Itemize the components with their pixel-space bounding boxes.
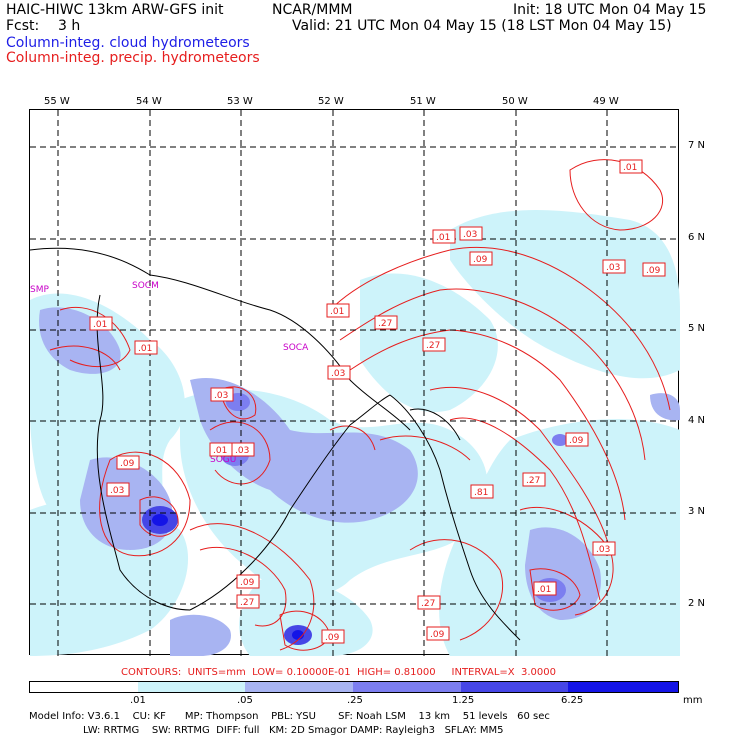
contour-label: .27 (426, 341, 440, 351)
lon-label: 51 W (410, 96, 436, 107)
contour-label-box (116, 455, 140, 470)
init-time: Init: 18 UTC Mon 04 May 15 (513, 2, 707, 18)
place-label: SMP (30, 285, 49, 295)
model-title: HAIC-HIWC 13km ARW-GFS init (6, 2, 224, 18)
lat-label: 4 N (688, 415, 706, 426)
lon-label: 53 W (227, 96, 253, 107)
contour-label: .09 (430, 630, 445, 640)
colorbar-tick: .25 (347, 695, 363, 706)
contour-label: .03 (214, 391, 228, 401)
colorbar-segment (137, 682, 246, 692)
valid-time: Valid: 21 UTC Mon 04 May 15 (18 LST Mon … (292, 18, 672, 34)
contour-label: .09 (325, 633, 340, 643)
contour-label-box (417, 595, 441, 610)
contour-label-box (321, 629, 345, 644)
colorbar (29, 681, 679, 693)
contour-label: .27 (421, 599, 435, 609)
map-panel: SMP SOCM SOCA SOGU .01 .01 .01 .01 .03 .01 .03… (29, 109, 680, 656)
contour-label-box (619, 159, 643, 174)
contour-label: .09 (120, 459, 135, 469)
place-label: SOGU (210, 455, 236, 465)
colorbar-segment (353, 682, 461, 692)
contour-label-box (327, 365, 351, 380)
org-label: NCAR/MMM (272, 2, 353, 18)
contour-label: .09 (240, 578, 255, 588)
contour-label-box (432, 229, 456, 244)
contour-label: .09 (473, 255, 488, 265)
contour-label: .01 (330, 307, 344, 317)
place-labels: SMP SOCM SOCA SOGU (30, 281, 309, 465)
contour-label: .01 (537, 585, 551, 595)
model-info-line2: LW: RRTMG SW: RRTMG DIFF: full KM: 2D Sm… (29, 725, 504, 736)
contour-label: .81 (474, 488, 488, 498)
contour-label-box (236, 574, 260, 589)
contour-label: .09 (646, 266, 661, 276)
colorbar-unit: mm (683, 695, 703, 706)
field-cloud-label: Column-integ. cloud hydrometeors (6, 35, 250, 51)
colorbar-tick: 1.25 (452, 695, 475, 706)
contour-label-box (106, 482, 130, 497)
fcst-label: Fcst: (6, 18, 40, 34)
contour-label: .27 (526, 476, 540, 486)
place-label: SOCA (283, 343, 309, 353)
contour-label-box (642, 262, 666, 277)
contour-label: .03 (110, 486, 124, 496)
colorbar-segment (460, 682, 569, 692)
contour-label: .27 (378, 319, 392, 329)
lon-label: 49 W (593, 96, 619, 107)
lat-label: 6 N (688, 232, 706, 243)
lon-label: 52 W (318, 96, 344, 107)
latlon-grid (30, 110, 680, 656)
field-precip-label: Column-integ. precip. hydrometeors (6, 50, 260, 66)
lon-label: 50 W (502, 96, 528, 107)
contour-label: .01 (436, 233, 450, 243)
contour-label-box (89, 316, 113, 331)
contour-label-box (210, 387, 234, 402)
lat-label: 3 N (688, 506, 706, 517)
contour-info: CONTOURS: UNITS=mm LOW= 0.10000E-01 HIGH… (121, 667, 556, 678)
contour-label: .03 (596, 545, 610, 555)
lon-label: 54 W (136, 96, 162, 107)
contour-label: .03 (463, 230, 477, 240)
contour-label-box (374, 315, 398, 330)
contour-label-box (602, 259, 626, 274)
colorbar-segment (568, 682, 679, 692)
colorbar-tick: .01 (130, 695, 146, 706)
contour-label-box (426, 626, 450, 641)
contour-label-box (470, 484, 494, 499)
colorbar-tick: .05 (237, 695, 253, 706)
contour-label: .03 (606, 263, 620, 273)
contour-label-box (533, 581, 557, 596)
contour-label-box (236, 594, 260, 609)
contour-label: .01 (93, 320, 107, 330)
contour-label-box (134, 340, 158, 355)
contour-label-box (565, 432, 589, 447)
contour-label-box (231, 442, 255, 457)
colorbar-tick: 6.25 (561, 695, 584, 706)
contour-label: .01 (213, 446, 227, 456)
place-label: SOCM (132, 281, 159, 291)
contour-label: .09 (569, 436, 584, 446)
contour-label: .03 (331, 369, 345, 379)
colorbar-segment (245, 682, 354, 692)
contour-label: .01 (623, 163, 637, 173)
colorbar-segment (30, 682, 138, 692)
contour-label: .01 (138, 344, 152, 354)
lat-label: 5 N (688, 323, 706, 334)
lat-label: 7 N (688, 140, 706, 151)
contour-label-box (592, 541, 616, 556)
fcst-value: 3 h (58, 18, 81, 34)
contour-label-box (522, 472, 546, 487)
lat-label: 2 N (688, 598, 706, 609)
model-info-line1: Model Info: V3.6.1 CU: KF MP: Thompson P… (29, 711, 550, 722)
contour-label-box (469, 251, 493, 266)
contour-label-box (459, 226, 483, 241)
contour-labels: .01 .01 .01 .01 .03 .01 .03 .03 .09 .27 .27 .01 .03.… (89, 159, 666, 644)
contour-label: .27 (240, 598, 254, 608)
contour-label-box (422, 337, 446, 352)
contour-label-box (326, 303, 350, 318)
lon-label: 55 W (44, 96, 70, 107)
map-canvas: SMP SOCM SOCA SOGU .01 .01 .01 .01 .03 .01 .03… (30, 110, 680, 656)
contour-label: .03 (235, 446, 249, 456)
